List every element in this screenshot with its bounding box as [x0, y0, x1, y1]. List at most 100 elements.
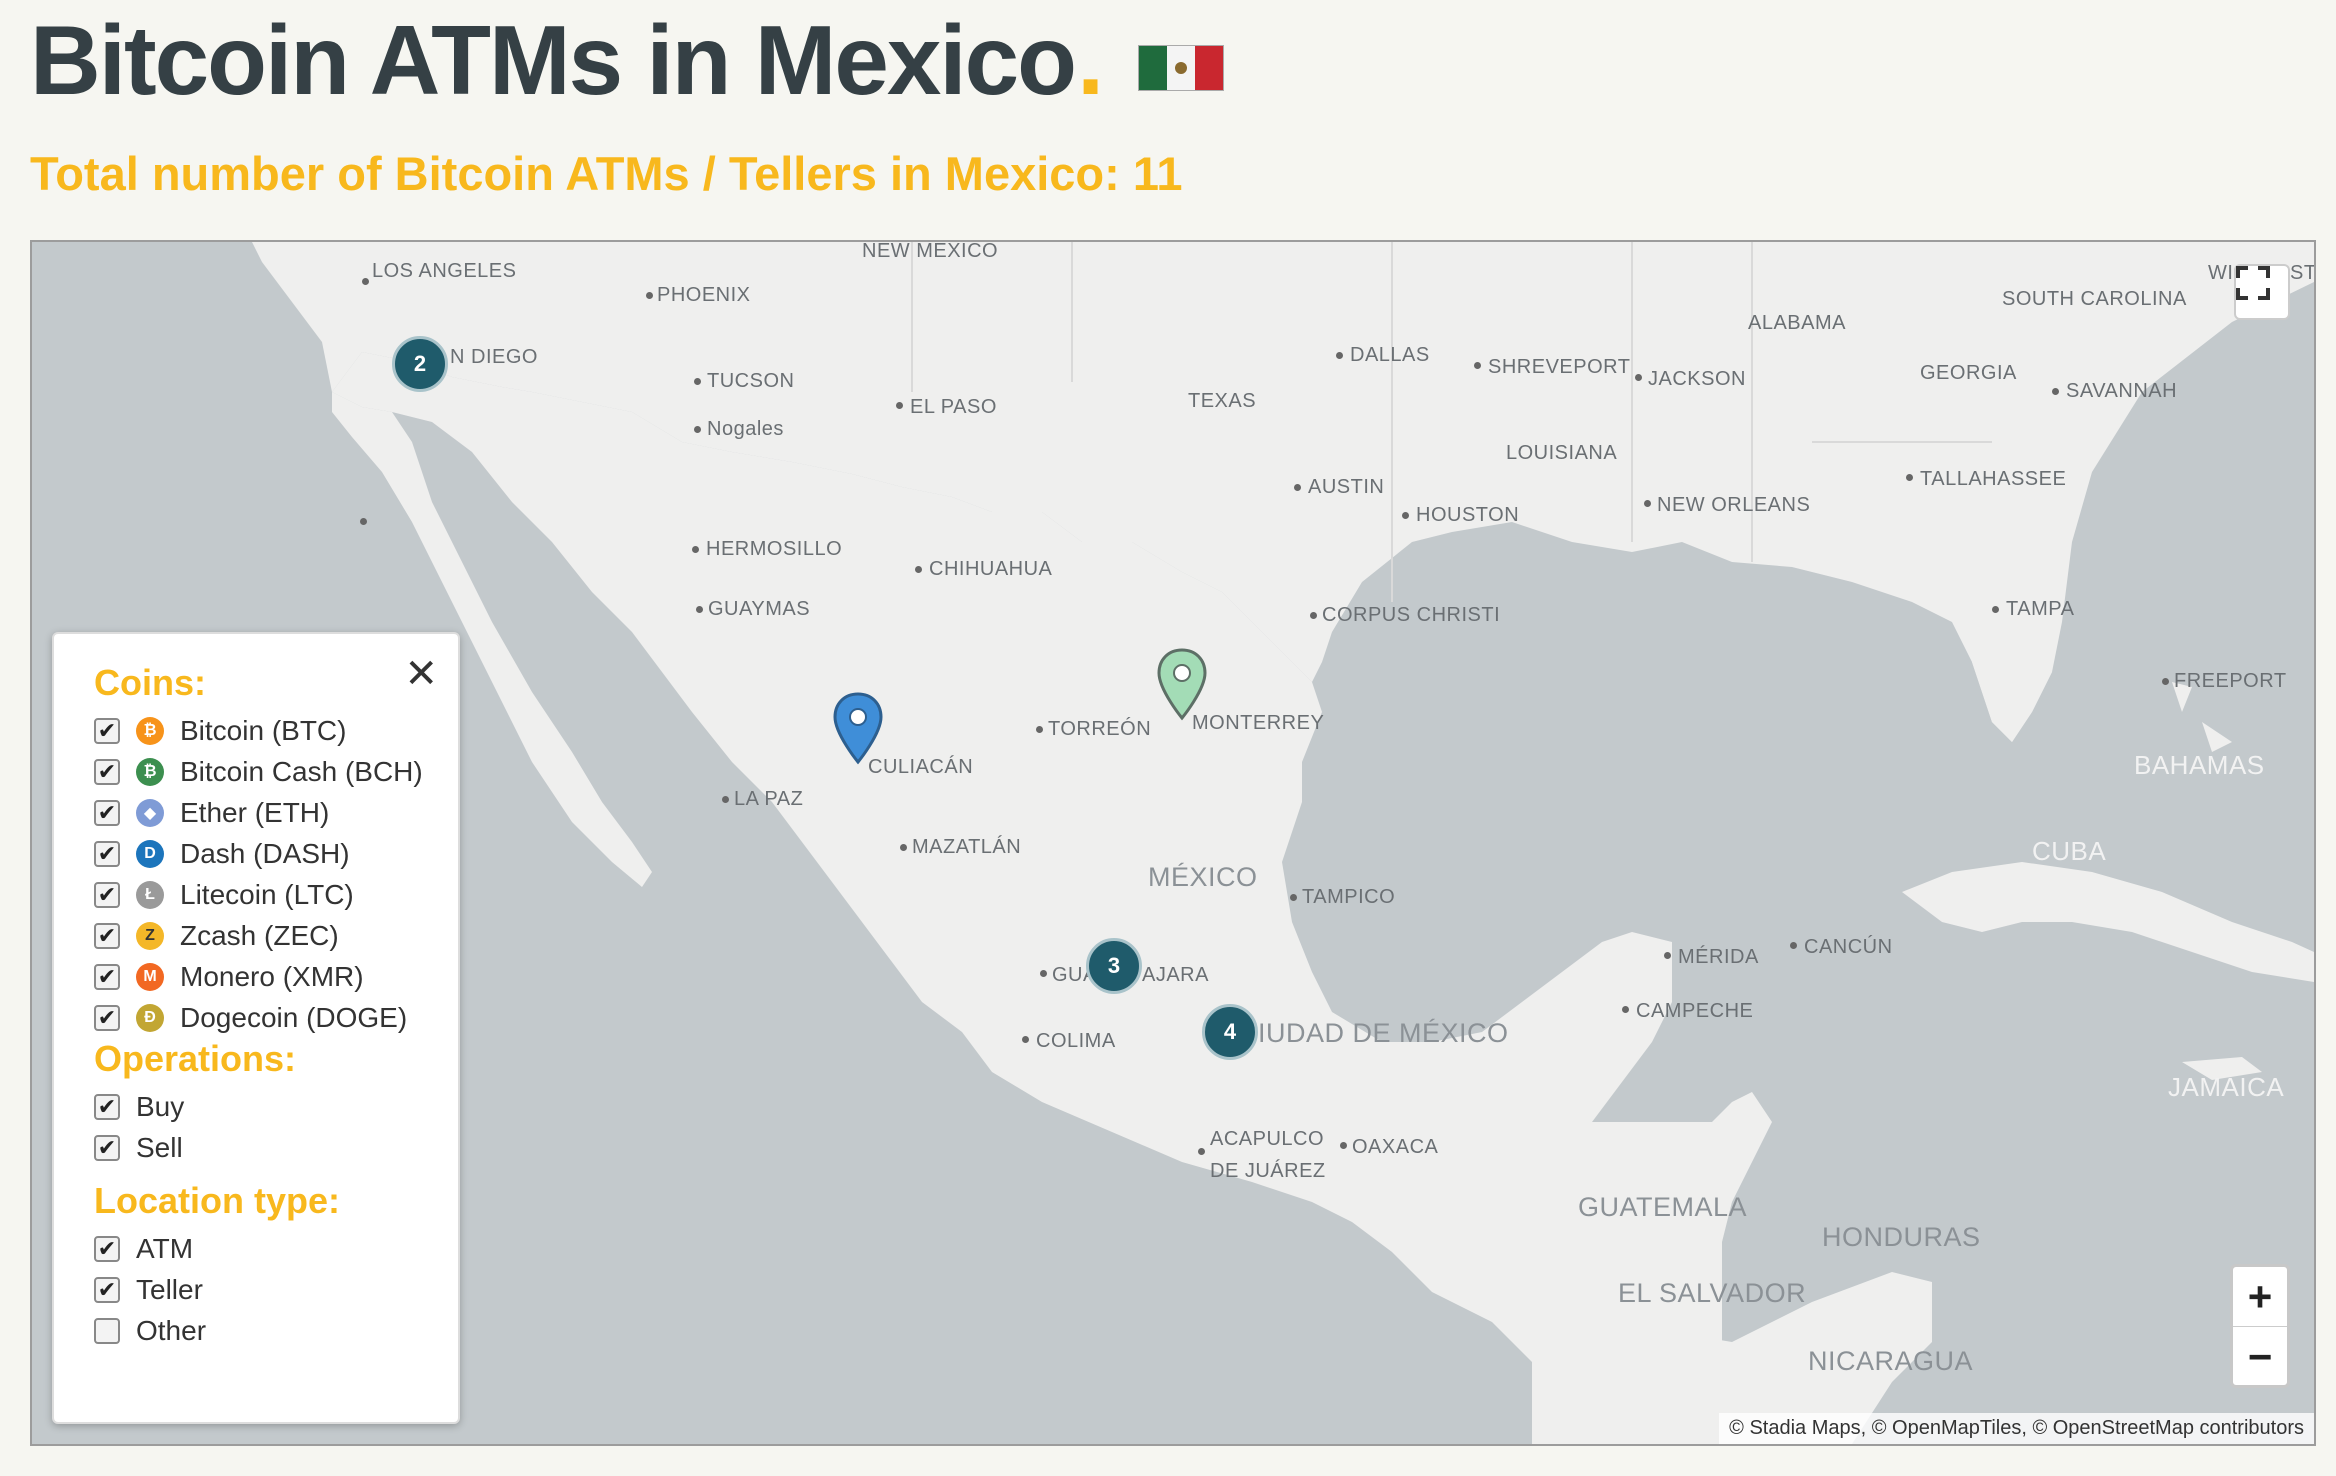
location-label: Teller	[136, 1273, 203, 1305]
checkbox[interactable]: ✔	[94, 1093, 120, 1120]
city-label: CANCÚN	[1804, 936, 1893, 958]
checkbox[interactable]: ✔	[94, 717, 120, 744]
litecoin-icon: Ł	[136, 880, 164, 909]
city-label: LA PAZ	[734, 788, 804, 810]
country-label: MÉXICO	[1148, 862, 1258, 892]
city-label: NEW ORLEANS	[1657, 494, 1811, 516]
region-label: NEW MEXICO	[862, 240, 999, 262]
country-label: JAMAICA	[2168, 1072, 2285, 1102]
fullscreen-icon[interactable]	[2234, 264, 2290, 320]
city-label: CULIACÁN	[868, 756, 974, 778]
operation-filter-sell[interactable]: ✔ Sell	[94, 1127, 458, 1168]
city-label: DALLAS	[1350, 344, 1430, 366]
map-attribution[interactable]: © Stadia Maps, © OpenMapTiles, © OpenStr…	[1719, 1413, 2314, 1444]
city-label: GUA	[1052, 964, 1097, 986]
city-label: TALLAHASSEE	[1920, 468, 2067, 490]
coin-filter-zec[interactable]: ✔ Z Zcash (ZEC)	[94, 915, 458, 956]
checkbox[interactable]: ✔	[94, 881, 120, 908]
city-label: DE JUÁREZ	[1210, 1160, 1326, 1182]
city-label: CHIHUAHUA	[929, 558, 1053, 580]
map-basemap[interactable]	[32, 242, 2314, 1444]
city-label: CAMPECHE	[1636, 1000, 1754, 1022]
zoom-in-button[interactable]: +	[2233, 1267, 2287, 1327]
coin-filter-eth[interactable]: ✔ ◆ Ether (ETH)	[94, 792, 458, 833]
city-label: SHREVEPORT	[1488, 356, 1631, 378]
city-label: MÉRIDA	[1678, 946, 1759, 968]
map-pin-icon[interactable]	[1156, 648, 1208, 722]
checkbox[interactable]: ✔	[94, 758, 120, 785]
location-filter-other[interactable]: Other	[94, 1310, 458, 1351]
region-label: WI	[2208, 262, 2234, 284]
coin-label: Dash (DASH)	[180, 837, 350, 869]
checkbox[interactable]: ✔	[94, 799, 120, 826]
monero-icon: M	[136, 962, 164, 991]
coins-heading: Coins:	[94, 662, 206, 703]
coin-filter-dash[interactable]: ✔ D Dash (DASH)	[94, 833, 458, 874]
ether-icon: ◆	[136, 798, 164, 827]
region-label: ST	[2290, 262, 2316, 284]
checkbox[interactable]: ✔	[94, 840, 120, 867]
dash-icon: D	[136, 839, 164, 868]
checkbox[interactable]	[94, 1317, 120, 1344]
map-container[interactable]: LOS ANGELES PHOENIX N DIEGO TUCSON Nogal…	[30, 240, 2316, 1446]
bitcoin-icon: ₿	[136, 716, 164, 745]
map-pin-icon[interactable]	[832, 692, 884, 766]
coin-label: Bitcoin Cash (BCH)	[180, 755, 423, 787]
location-type-heading: Location type:	[94, 1180, 341, 1221]
city-label: PHOENIX	[657, 284, 751, 306]
checkbox[interactable]: ✔	[94, 1235, 120, 1262]
coin-label: Ether (ETH)	[180, 796, 330, 828]
country-label: BAHAMAS	[2134, 750, 2265, 780]
city-label: AJARA	[1142, 964, 1209, 986]
coin-filter-btc[interactable]: ✔ ₿ Bitcoin (BTC)	[94, 710, 458, 751]
zoom-out-button[interactable]: −	[2247, 1332, 2273, 1380]
checkbox[interactable]: ✔	[94, 1134, 120, 1161]
city-label: AUSTIN	[1308, 476, 1385, 498]
checkbox[interactable]: ✔	[94, 1276, 120, 1303]
bitcoin-cash-icon: ₿	[136, 757, 164, 786]
atm-cluster-marker[interactable]: 4	[1202, 1004, 1258, 1060]
city-label: COLIMA	[1036, 1030, 1116, 1052]
coin-label: Dogecoin (DOGE)	[180, 1001, 408, 1033]
atm-count-subtitle: Total number of Bitcoin ATMs / Tellers i…	[30, 147, 1183, 200]
atm-cluster-marker[interactable]: 3	[1086, 938, 1142, 994]
city-label: HERMOSILLO	[706, 538, 843, 560]
city-label: ACAPULCO	[1210, 1128, 1325, 1150]
coin-label: Zcash (ZEC)	[180, 919, 339, 951]
city-label: MONTERREY	[1192, 712, 1325, 734]
country-label: CUBA	[2032, 836, 2107, 866]
city-label: SAVANNAH	[2066, 380, 2178, 402]
region-label: LOUISIANA	[1506, 442, 1618, 464]
operation-label: Sell	[136, 1131, 183, 1163]
operations-heading: Operations:	[94, 1038, 297, 1079]
checkbox[interactable]: ✔	[94, 1004, 120, 1031]
checkbox[interactable]: ✔	[94, 963, 120, 990]
zoom-control: + −	[2230, 1264, 2290, 1388]
page-title: Bitcoin ATMs in Mexico.	[30, 0, 1225, 120]
coin-label: Monero (XMR)	[180, 960, 364, 992]
coin-filter-bch[interactable]: ✔ ₿ Bitcoin Cash (BCH)	[94, 751, 458, 792]
close-icon[interactable]: ✕	[404, 652, 438, 696]
coin-label: Bitcoin (BTC)	[180, 714, 347, 746]
checkbox[interactable]: ✔	[94, 922, 120, 949]
dogecoin-icon: Ð	[136, 1003, 164, 1032]
city-label: HOUSTON	[1416, 504, 1520, 526]
coin-filter-doge[interactable]: ✔ Ð Dogecoin (DOGE)	[94, 997, 458, 1038]
city-label: GUAYMAS	[708, 598, 811, 620]
city-label: MAZATLÁN	[912, 836, 1022, 858]
coin-filter-xmr[interactable]: ✔ M Monero (XMR)	[94, 956, 458, 997]
operation-filter-buy[interactable]: ✔ Buy	[94, 1086, 458, 1127]
city-label: TAMPICO	[1302, 886, 1396, 908]
location-filter-atm[interactable]: ✔ ATM	[94, 1228, 458, 1269]
atm-cluster-marker[interactable]: 2	[392, 336, 448, 392]
filter-panel: ✕ Coins: ✔ ₿ Bitcoin (BTC) ✔ ₿ Bitcoin Cash …	[52, 632, 460, 1424]
city-label: Nogales	[707, 418, 784, 440]
region-label: ALABAMA	[1748, 312, 1846, 334]
title-dot: .	[1076, 4, 1104, 115]
coin-filter-ltc[interactable]: ✔ Ł Litecoin (LTC)	[94, 874, 458, 915]
zcash-icon: Z	[136, 921, 164, 950]
page-title-text: Bitcoin ATMs in Mexico	[30, 4, 1077, 115]
region-label: GEORGIA	[1920, 362, 2017, 384]
country-label: EL SALVADOR	[1618, 1278, 1807, 1308]
location-filter-teller[interactable]: ✔ Teller	[94, 1269, 458, 1310]
